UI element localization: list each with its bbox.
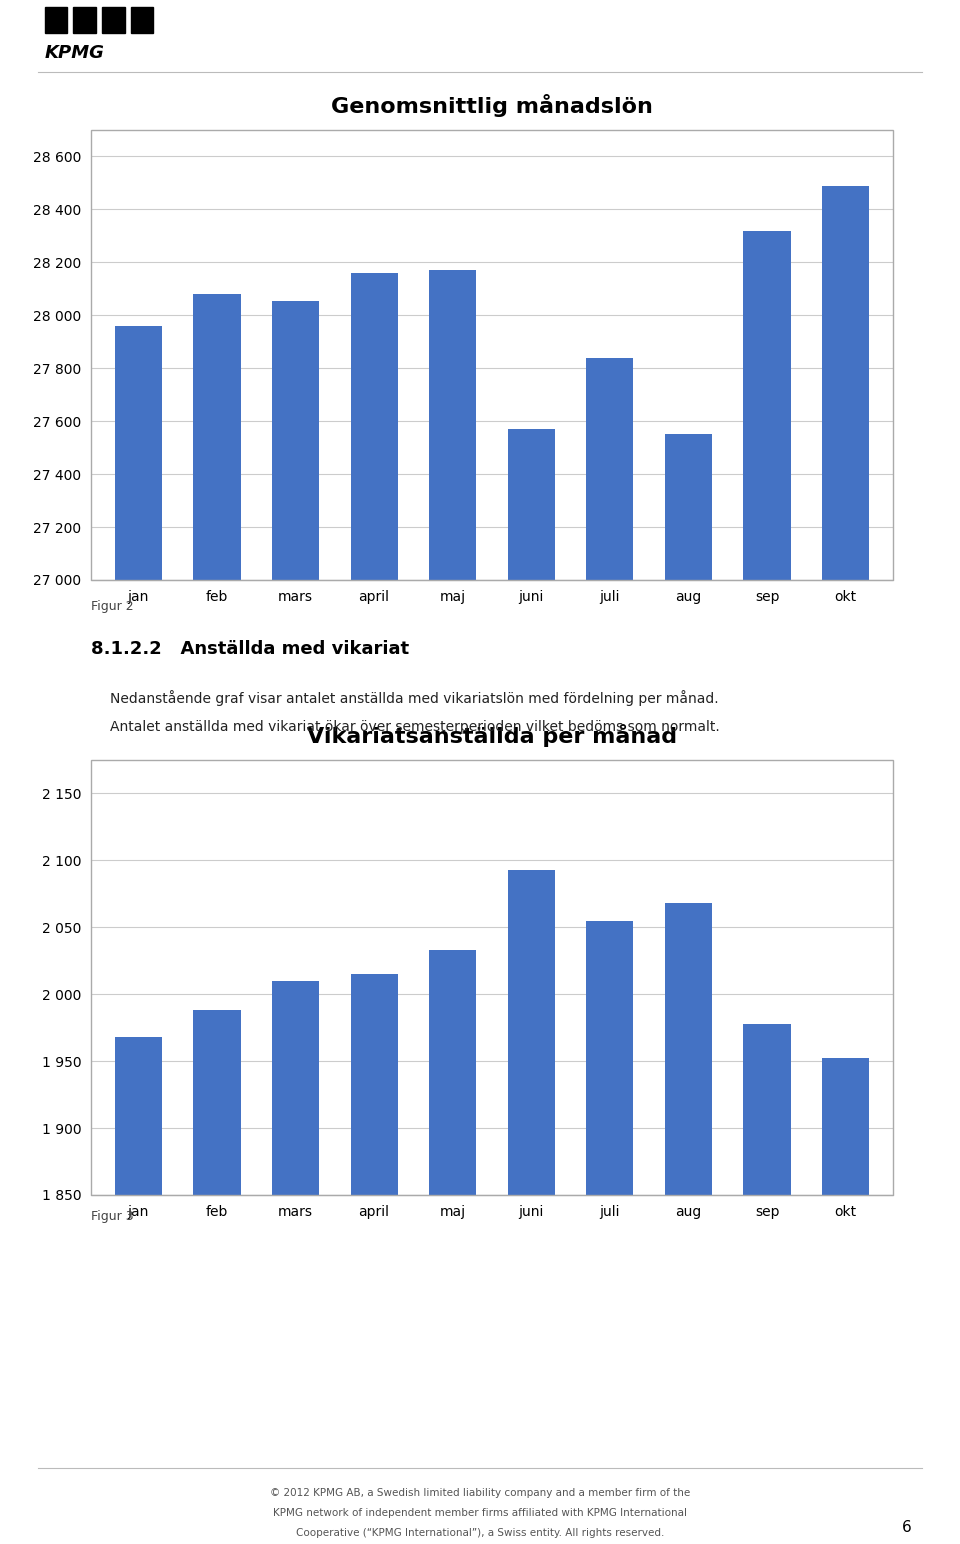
Bar [115, 1038, 162, 1544]
Bar [350, 273, 397, 1544]
Text: Cooperative (“KPMG International”), a Swiss entity. All rights reserved.: Cooperative (“KPMG International”), a Sw… [296, 1529, 664, 1538]
Bar [115, 326, 162, 1544]
Bar [131, 6, 154, 32]
Bar [429, 950, 476, 1544]
Text: Figur 3: Figur 3 [91, 1210, 133, 1223]
Bar [508, 869, 555, 1544]
Bar [822, 1059, 869, 1544]
Bar [73, 6, 96, 32]
Text: Nedanstående graf visar antalet anställda med vikariatslön med fördelning per må: Nedanstående graf visar antalet anställd… [110, 690, 719, 706]
Bar [587, 358, 634, 1544]
Text: 6: 6 [902, 1519, 912, 1535]
Bar [44, 6, 67, 32]
Bar [193, 293, 241, 1544]
Text: Antalet anställda med vikariat ökar över semesterperioden vilket bedöms som norm: Antalet anställda med vikariat ökar över… [110, 720, 720, 733]
Bar [272, 301, 319, 1544]
Title: Genomsnittlig månadslön: Genomsnittlig månadslön [331, 94, 653, 117]
Title: Vikariatsanställda per månad: Vikariatsanställda per månad [307, 724, 677, 747]
Text: KPMG network of independent member firms affiliated with KPMG International: KPMG network of independent member firms… [273, 1508, 687, 1518]
Bar [508, 429, 555, 1544]
Text: 8.1.2.2   Anställda med vikariat: 8.1.2.2 Anställda med vikariat [91, 641, 409, 658]
Bar [822, 185, 869, 1544]
Bar [102, 6, 125, 32]
Text: © 2012 KPMG AB, a Swedish limited liability company and a member firm of the: © 2012 KPMG AB, a Swedish limited liabil… [270, 1488, 690, 1498]
Text: KPMG: KPMG [44, 43, 105, 62]
Bar [665, 434, 712, 1544]
Bar [193, 1010, 241, 1544]
Bar [743, 230, 791, 1544]
Bar [429, 270, 476, 1544]
Bar [587, 920, 634, 1544]
Text: Figur 2: Figur 2 [91, 601, 133, 613]
Bar [272, 980, 319, 1544]
Bar [665, 903, 712, 1544]
Bar [743, 1024, 791, 1544]
Bar [350, 974, 397, 1544]
